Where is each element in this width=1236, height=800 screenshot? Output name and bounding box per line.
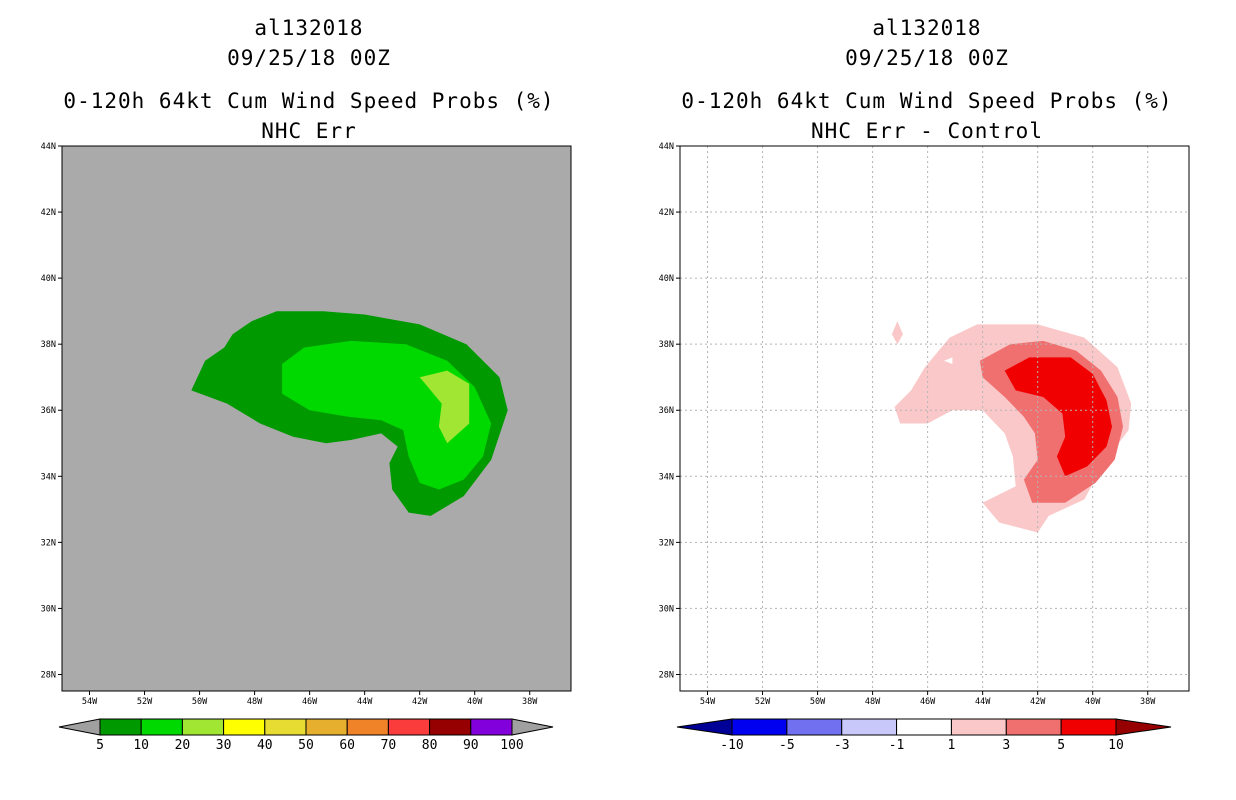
colorbar-segment-3: [896, 718, 952, 736]
colorbar-segment-2: [841, 718, 898, 736]
colorbar-label: 60: [339, 738, 355, 753]
colorbar-segment-1: [140, 718, 183, 736]
colorbar-segment-8: [429, 718, 472, 736]
datetime-title: 09/25/18 00Z: [845, 46, 1009, 70]
colorbar-label: 20: [175, 738, 191, 753]
colorbar-arrow-low: [676, 718, 733, 736]
colorbar-label: 90: [463, 738, 479, 753]
y-tick-label: 38N: [41, 340, 56, 350]
colorbar-label: -3: [834, 738, 850, 753]
x-tick-label: 44W: [357, 697, 373, 707]
product-title: 0-120h 64kt Cum Wind Speed Probs (%): [63, 89, 555, 113]
y-tick-label: 32N: [659, 538, 674, 548]
x-tick-label: 42W: [1030, 697, 1046, 707]
contour-fill-3: [1004, 357, 1112, 477]
x-tick-label: 52W: [137, 697, 153, 707]
y-tick-label: 40N: [659, 274, 674, 284]
y-tick-label: 44N: [659, 142, 674, 152]
colorbar-label: 70: [381, 738, 397, 753]
x-tick-label: 40W: [1085, 697, 1101, 707]
x-tick-label: 46W: [302, 697, 318, 707]
wind-prob-map: 54W 52W 50W 48W 46W 44W 42W 40W 38W 44N 42N 40N 38N 3…: [41, 142, 572, 753]
colorbar-arrow-high: [1115, 718, 1172, 736]
colorbar-segment-7: [387, 718, 431, 736]
colorbar-label: 10: [133, 738, 149, 753]
colorbar-segment-9: [470, 718, 513, 736]
colorbar-arrow-low: [58, 718, 101, 736]
contour-fill-0: [891, 321, 903, 345]
y-tick-label: 42N: [41, 208, 56, 218]
x-tick-label: 50W: [192, 697, 208, 707]
right-panel: al132018 09/25/18 00Z 0-120h 64kt Cum Wi…: [618, 0, 1236, 800]
colorbar-arrow-high: [511, 718, 554, 736]
plot-frame: [679, 145, 1190, 692]
colorbar-segment-6: [1060, 718, 1117, 736]
product-title: 0-120h 64kt Cum Wind Speed Probs (%): [681, 89, 1173, 113]
y-tick-label: 30N: [41, 604, 56, 614]
x-tick-label: 46W: [920, 697, 936, 707]
y-tick-label: 40N: [41, 274, 56, 284]
colorbar-segment-6: [346, 718, 389, 736]
colorbar-segment-0: [731, 718, 788, 736]
subtitle: NHC Err: [261, 119, 357, 143]
colorbar-segment-1: [786, 718, 843, 736]
x-tick-label: 38W: [1140, 697, 1156, 707]
colorbar-segment-3: [223, 718, 266, 736]
colorbar-label: -5: [779, 738, 795, 753]
colorbar-segment-4: [950, 718, 1007, 736]
colorbar-label: 5: [96, 738, 104, 753]
y-tick-label: 30N: [659, 604, 674, 614]
x-tick-label: 44W: [975, 697, 991, 707]
colorbar-segment-4: [264, 718, 307, 736]
y-tick-label: 32N: [41, 538, 56, 548]
y-tick-label: 34N: [659, 472, 674, 482]
y-tick-label: 36N: [659, 406, 674, 416]
x-tick-label: 54W: [82, 697, 98, 707]
colorbar-label: 50: [298, 738, 314, 753]
storm-id-title: al132018: [872, 16, 982, 40]
left-panel: al132018 09/25/18 00Z 0-120h 64kt Cum Wi…: [41, 16, 572, 753]
y-tick-label: 44N: [41, 142, 56, 152]
colorbar-label: 40: [257, 738, 273, 753]
colorbar-label: 1: [948, 738, 956, 753]
colorbar-label: -10: [720, 738, 743, 753]
colorbar-label: -1: [889, 738, 905, 753]
contour-fill-2: [419, 370, 470, 444]
colorbar-segment-2: [181, 718, 225, 736]
colorbar-label: 5: [1057, 738, 1065, 753]
x-tick-label: 48W: [247, 697, 263, 707]
storm-id-title: al132018: [254, 16, 364, 40]
y-tick-label: 36N: [41, 406, 56, 416]
colorbar-segment-5: [305, 718, 348, 736]
wind-prob-difference-map: 54W 52W 50W 48W 46W 44W 42W 40W 38W 44N 42N 40N 38N 3…: [659, 142, 1190, 753]
y-tick-label: 34N: [41, 472, 56, 482]
x-tick-label: 50W: [810, 697, 826, 707]
plot-frame: [61, 145, 572, 692]
contour-fill-4: [944, 357, 953, 364]
subtitle: NHC Err - Control: [811, 119, 1043, 143]
colorbar-label: 10: [1108, 738, 1124, 753]
y-tick-label: 28N: [41, 670, 56, 680]
colorbar-label: 100: [500, 738, 523, 753]
y-tick-label: 42N: [659, 208, 674, 218]
colorbar-label: 30: [216, 738, 232, 753]
colorbar-label: 3: [1002, 738, 1010, 753]
x-tick-label: 52W: [755, 697, 771, 707]
x-tick-label: 38W: [522, 697, 538, 707]
x-tick-label: 40W: [467, 697, 483, 707]
colorbar-segment-0: [99, 718, 142, 736]
x-tick-label: 54W: [700, 697, 716, 707]
datetime-title: 09/25/18 00Z: [227, 46, 391, 70]
y-tick-label: 28N: [659, 670, 674, 680]
y-tick-label: 38N: [659, 340, 674, 350]
colorbar-segment-5: [1005, 718, 1062, 736]
x-tick-label: 48W: [865, 697, 881, 707]
colorbar-label: 80: [422, 738, 438, 753]
x-tick-label: 42W: [412, 697, 428, 707]
